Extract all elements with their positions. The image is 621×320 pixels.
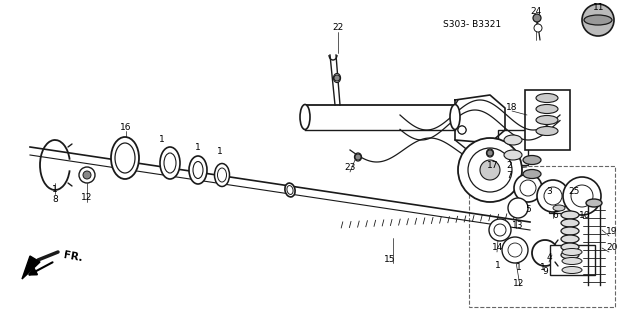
Circle shape [83, 171, 91, 179]
Ellipse shape [355, 153, 361, 161]
Text: 22: 22 [332, 23, 343, 33]
Text: 24: 24 [530, 7, 542, 17]
Ellipse shape [115, 143, 135, 173]
Ellipse shape [504, 135, 522, 145]
Circle shape [502, 237, 528, 263]
Ellipse shape [561, 243, 579, 251]
Text: 13: 13 [512, 220, 524, 229]
Ellipse shape [586, 199, 602, 207]
Ellipse shape [504, 150, 522, 160]
Circle shape [355, 154, 361, 160]
Ellipse shape [189, 156, 207, 184]
Ellipse shape [536, 116, 558, 124]
Text: 12: 12 [514, 278, 525, 287]
Ellipse shape [523, 170, 541, 179]
Circle shape [534, 24, 542, 32]
Text: 11: 11 [593, 4, 605, 12]
Text: 2: 2 [506, 161, 512, 170]
Ellipse shape [489, 219, 511, 241]
Ellipse shape [561, 235, 579, 243]
Bar [525, 90, 570, 150]
Text: 15: 15 [384, 255, 396, 265]
Polygon shape [22, 256, 40, 279]
Circle shape [520, 180, 536, 196]
Bar [498, 130, 528, 165]
Circle shape [458, 126, 466, 134]
Text: 3: 3 [546, 188, 552, 196]
Text: 17: 17 [487, 161, 499, 170]
Ellipse shape [536, 126, 558, 135]
Ellipse shape [111, 137, 139, 179]
Text: 7: 7 [506, 171, 512, 180]
Bar [469, 166, 615, 307]
Text: 6: 6 [552, 211, 558, 220]
Ellipse shape [561, 251, 579, 259]
Ellipse shape [494, 224, 506, 236]
Ellipse shape [561, 211, 579, 219]
Text: 25: 25 [568, 188, 579, 196]
Text: 4: 4 [546, 253, 552, 262]
Circle shape [334, 75, 340, 81]
Ellipse shape [214, 164, 230, 187]
Text: 1: 1 [540, 263, 546, 273]
Ellipse shape [458, 126, 466, 134]
Circle shape [544, 187, 562, 205]
Text: 1: 1 [195, 143, 201, 153]
Ellipse shape [450, 105, 460, 130]
Ellipse shape [561, 227, 579, 235]
Circle shape [468, 148, 512, 192]
Text: 1: 1 [159, 135, 165, 145]
Ellipse shape [285, 183, 295, 197]
Circle shape [582, 4, 614, 36]
Text: 5: 5 [525, 205, 531, 214]
Circle shape [487, 150, 493, 156]
Text: 1: 1 [217, 148, 223, 156]
Ellipse shape [193, 162, 203, 179]
Bar [550, 245, 595, 275]
Ellipse shape [584, 15, 612, 25]
Circle shape [480, 160, 500, 180]
Text: 23: 23 [344, 164, 356, 172]
Text: 9: 9 [542, 268, 548, 276]
Text: 8: 8 [52, 196, 58, 204]
Ellipse shape [160, 147, 180, 179]
Ellipse shape [486, 149, 494, 157]
Text: 1: 1 [516, 263, 522, 273]
Text: S303- B3321: S303- B3321 [443, 20, 501, 29]
Ellipse shape [562, 249, 582, 255]
Circle shape [514, 174, 542, 202]
Ellipse shape [287, 186, 293, 195]
Text: 14: 14 [492, 244, 504, 252]
Bar [549, 203, 569, 213]
Text: 16: 16 [120, 123, 132, 132]
Text: 19: 19 [606, 228, 618, 236]
Ellipse shape [333, 74, 340, 83]
Ellipse shape [536, 105, 558, 114]
Text: 12: 12 [81, 194, 93, 203]
Text: FR.: FR. [63, 250, 84, 264]
Ellipse shape [523, 156, 541, 164]
Circle shape [571, 185, 593, 207]
Circle shape [458, 138, 522, 202]
Ellipse shape [533, 14, 541, 22]
Circle shape [508, 198, 528, 218]
Ellipse shape [561, 219, 579, 227]
Ellipse shape [553, 205, 565, 211]
Circle shape [79, 167, 95, 183]
Ellipse shape [217, 168, 227, 182]
Ellipse shape [562, 267, 582, 274]
Text: 1: 1 [52, 186, 58, 195]
Circle shape [563, 177, 601, 215]
Text: 10: 10 [579, 211, 591, 220]
Text: 1: 1 [495, 260, 501, 269]
Circle shape [537, 180, 569, 212]
Ellipse shape [536, 93, 558, 102]
Ellipse shape [300, 105, 310, 130]
Ellipse shape [562, 258, 582, 265]
Text: 20: 20 [606, 244, 618, 252]
Circle shape [508, 243, 522, 257]
Text: 18: 18 [506, 102, 518, 111]
Ellipse shape [164, 153, 176, 173]
